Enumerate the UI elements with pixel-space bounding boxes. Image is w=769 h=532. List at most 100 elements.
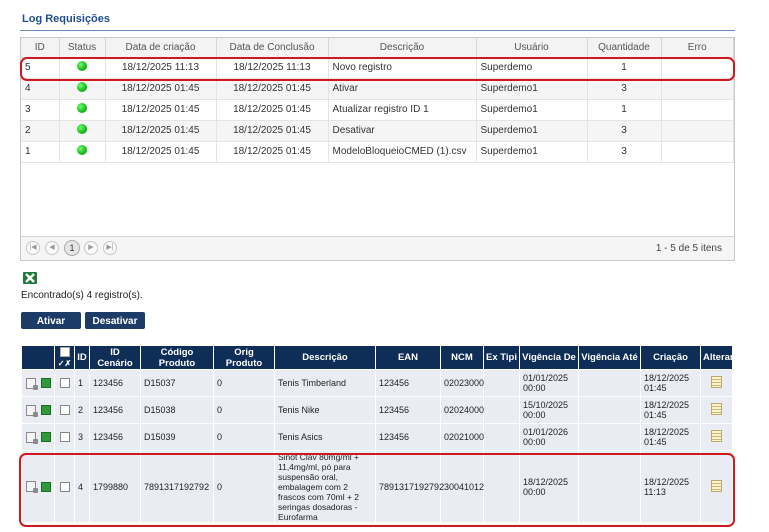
view-log-icon[interactable]: [25, 404, 38, 417]
product-valid-to: [578, 450, 641, 523]
product-code: D15039: [140, 423, 214, 451]
log-header-row: ID Status Data de criação Data de Conclu…: [21, 38, 734, 58]
log-col-done[interactable]: Data de Conclusão: [216, 38, 329, 58]
row-checkbox[interactable]: [59, 378, 70, 389]
log-done: 18/12/2025 01:45: [216, 78, 329, 100]
log-row[interactable]: 5 18/12/2025 11:13 18/12/2025 11:13 Novo…: [21, 57, 734, 79]
log-desc: ModeloBloqueioCMED (1).csv: [328, 141, 477, 163]
col-ncm[interactable]: NCM: [440, 345, 484, 370]
log-col-qty[interactable]: Quantidade: [587, 38, 662, 58]
log-user: Superdemo1: [476, 78, 588, 100]
select-all-checkbox[interactable]: [59, 346, 70, 357]
view-log-icon[interactable]: [25, 377, 38, 390]
log-desc: Novo registro: [328, 57, 477, 79]
product-scenario: 123456: [89, 369, 141, 397]
row-checkbox[interactable]: [59, 432, 70, 443]
log-user: Superdemo: [476, 57, 588, 79]
log-desc: Ativar: [328, 78, 477, 100]
log-created: 18/12/2025 11:13: [105, 57, 217, 79]
log-error: [661, 57, 734, 79]
log-qty: 1: [587, 57, 662, 79]
product-row[interactable]: 1 123456 D15037 0 Tenis Timberland 12345…: [21, 369, 733, 397]
log-done: 18/12/2025 01:45: [216, 141, 329, 163]
pager-last-button[interactable]: ▶|: [103, 241, 117, 255]
excel-export-icon[interactable]: [22, 270, 38, 286]
edit-note-icon[interactable]: [711, 376, 722, 388]
status-active-icon[interactable]: [40, 432, 51, 443]
product-orig: 0: [213, 450, 275, 523]
pager-prev-button[interactable]: ◀: [45, 241, 59, 255]
col-ex-tipi[interactable]: Ex Tipi: [483, 345, 520, 370]
row-checkbox[interactable]: [59, 405, 70, 416]
log-created: 18/12/2025 01:45: [105, 99, 217, 121]
product-row[interactable]: 3 123456 D15039 0 Tenis Asics 123456 020…: [21, 423, 733, 451]
view-log-icon[interactable]: [25, 431, 38, 444]
col-created[interactable]: Criação: [640, 345, 701, 370]
log-id: 4: [21, 78, 60, 100]
log-error: [661, 141, 734, 163]
edit-note-icon[interactable]: [711, 403, 722, 415]
log-col-status[interactable]: Status: [59, 38, 106, 58]
product-valid-to: [578, 423, 641, 451]
product-desc: Sinot Clav 80mg/ml + 11,4mg/ml, pó para …: [274, 450, 376, 523]
pager-first-button[interactable]: |◀: [26, 241, 40, 255]
log-user: Superdemo1: [476, 141, 588, 163]
log-col-error[interactable]: Erro: [661, 38, 734, 58]
col-valid-from[interactable]: Vigência De: [519, 345, 579, 370]
activate-button[interactable]: Ativar: [21, 312, 81, 329]
col-product-code[interactable]: Código Produto: [140, 345, 214, 370]
col-id[interactable]: ID: [74, 345, 90, 370]
status-active-icon[interactable]: [40, 405, 51, 416]
col-orig-product[interactable]: Orig Produto: [213, 345, 275, 370]
product-valid-from: 18/12/2025 00:00: [519, 450, 579, 523]
view-log-icon[interactable]: [25, 481, 38, 494]
log-col-desc[interactable]: Descrição: [328, 38, 477, 58]
pager-current-page[interactable]: 1: [64, 240, 80, 256]
product-code: 7891317192792: [140, 450, 214, 523]
col-scenario[interactable]: ID Cenário: [89, 345, 141, 370]
col-ean[interactable]: EAN: [375, 345, 441, 370]
select-all-label: ✓✗: [57, 358, 72, 368]
log-row[interactable]: 1 18/12/2025 01:45 18/12/2025 01:45 Mode…: [21, 141, 734, 163]
row-checkbox[interactable]: [59, 481, 70, 492]
product-scenario: 123456: [89, 423, 141, 451]
product-id: 3: [74, 423, 90, 451]
product-extipi: [483, 369, 520, 397]
product-id: 2: [74, 396, 90, 424]
product-ncm: 30041012: [440, 450, 484, 523]
edit-note-icon[interactable]: [711, 430, 722, 442]
log-row[interactable]: 3 18/12/2025 01:45 18/12/2025 01:45 Atua…: [21, 99, 734, 121]
pager-next-button[interactable]: ▶: [84, 241, 98, 255]
log-id: 3: [21, 99, 60, 121]
log-user: Superdemo1: [476, 99, 588, 121]
log-row[interactable]: 2 18/12/2025 01:45 18/12/2025 01:45 Desa…: [21, 120, 734, 142]
log-id: 5: [21, 57, 60, 79]
col-valid-to[interactable]: Vigência Até: [578, 345, 641, 370]
log-desc: Desativar: [328, 120, 477, 142]
log-qty: 3: [587, 78, 662, 100]
product-desc: Tenis Nike: [274, 396, 376, 424]
log-row[interactable]: 4 18/12/2025 01:45 18/12/2025 01:45 Ativ…: [21, 78, 734, 100]
product-row[interactable]: 2 123456 D15038 0 Tenis Nike 123456 0202…: [21, 396, 733, 424]
col-description[interactable]: Descrição: [274, 345, 376, 370]
log-col-id[interactable]: ID: [21, 38, 60, 58]
edit-note-icon[interactable]: [711, 479, 722, 492]
log-id: 1: [21, 141, 60, 163]
status-active-icon[interactable]: [40, 378, 51, 389]
col-actions: [21, 345, 55, 370]
log-error: [661, 99, 734, 121]
product-row[interactable]: 4 1799880 7891317192792 0 Sinot Clav 80m…: [21, 450, 733, 523]
product-id: 1: [74, 369, 90, 397]
product-ncm: 02023000: [440, 369, 484, 397]
deactivate-button[interactable]: Desativar: [85, 312, 145, 329]
col-select-all[interactable]: ✓✗: [54, 345, 75, 370]
log-col-created[interactable]: Data de criação: [105, 38, 217, 58]
log-created: 18/12/2025 01:45: [105, 78, 217, 100]
product-id: 4: [74, 450, 90, 523]
product-orig: 0: [213, 423, 275, 451]
product-extipi: [483, 423, 520, 451]
col-edit[interactable]: Alterar: [700, 345, 734, 370]
log-col-user[interactable]: Usuário: [476, 38, 588, 58]
product-ean: 123456: [375, 423, 441, 451]
status-active-icon[interactable]: [40, 481, 51, 492]
